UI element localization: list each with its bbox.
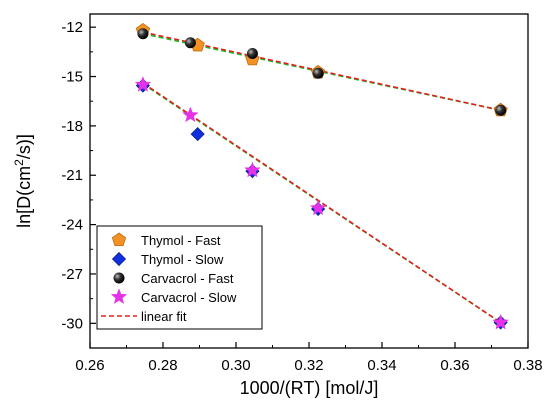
x-axis-title: 1000/(RT) [mol/J] — [240, 378, 379, 398]
legend-box — [96, 225, 263, 330]
data-point — [184, 37, 196, 49]
data-point — [134, 76, 152, 92]
x-tick-label: 0.38 — [513, 357, 542, 374]
y-tick-label: -30 — [61, 315, 83, 332]
y-tick-label: -27 — [61, 266, 83, 283]
data-point — [309, 199, 327, 216]
y-tick-label: -12 — [61, 19, 83, 36]
y-tick-label: -24 — [61, 217, 83, 234]
x-tick-label: 0.34 — [367, 357, 396, 374]
data-point — [182, 106, 199, 123]
legend: Thymol - Fast Thymol - Slow Carvacrol - Fa… — [96, 225, 263, 330]
y-axis-title-suffix: /s)] — [14, 134, 34, 159]
x-tick-label: 0.30 — [221, 357, 250, 374]
x-tick-label: 0.32 — [294, 357, 323, 374]
fit-line — [142, 31, 501, 112]
data-point — [137, 28, 149, 40]
x-tick-label: 0.28 — [148, 357, 177, 374]
data-point — [190, 127, 205, 142]
axis-ticks: 0.26 0.28 0.30 0.32 0.34 0.36 0.38 -12 -15 -18 -21… — [61, 19, 542, 374]
y-tick-label: -18 — [61, 118, 83, 135]
data-point — [492, 313, 509, 330]
legend-label: Thymol - Fast — [141, 233, 221, 248]
data-point — [246, 47, 258, 59]
y-tick-label: -15 — [61, 69, 83, 86]
data-point — [244, 161, 261, 178]
legend-marker — [111, 251, 127, 267]
data-point — [312, 67, 324, 79]
legend-marker — [110, 288, 128, 305]
legend-label: linear fit — [141, 309, 187, 324]
data-points — [134, 22, 509, 330]
data-point — [495, 104, 507, 116]
y-axis-title-superscript: 2 — [12, 159, 26, 166]
legend-label: Carvacrol - Slow — [141, 290, 237, 305]
legend-label: Carvacrol - Fast — [141, 271, 234, 286]
legend-marker — [113, 272, 125, 284]
y-axis-title: ln[D(cm2/s)] — [12, 134, 34, 228]
x-tick-label: 0.26 — [75, 357, 104, 374]
x-tick-label: 0.36 — [440, 357, 469, 374]
y-tick-label: -21 — [61, 167, 83, 184]
legend-marker — [111, 232, 127, 247]
legend-label: Thymol - Slow — [141, 252, 224, 267]
y-axis-title-prefix: ln[D(cm — [14, 166, 34, 228]
